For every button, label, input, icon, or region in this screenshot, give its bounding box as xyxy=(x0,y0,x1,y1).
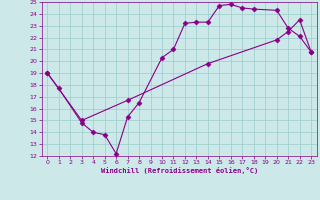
X-axis label: Windchill (Refroidissement éolien,°C): Windchill (Refroidissement éolien,°C) xyxy=(100,167,258,174)
